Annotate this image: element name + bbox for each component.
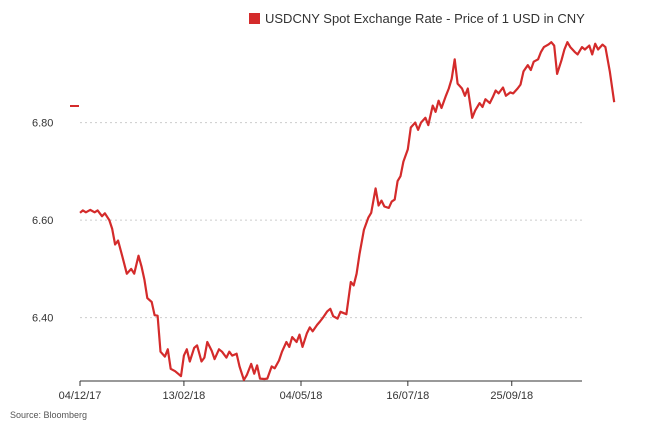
x-tick-label: 04/05/18 — [280, 390, 323, 402]
x-tick-label: 13/02/18 — [162, 390, 205, 402]
x-tick-label: 16/07/18 — [386, 390, 429, 402]
legend-label: USDCNY Spot Exchange Rate - Price of 1 U… — [265, 11, 585, 26]
y-tick-label: 6.40 — [32, 313, 53, 325]
source-note: Source: Bloomberg — [10, 410, 87, 420]
x-axis-ticks: 04/12/17 13/02/18 04/05/18 16/07/18 25/09/18 — [59, 381, 533, 402]
x-tick-label: 25/09/18 — [490, 390, 533, 402]
legend-swatch — [249, 13, 260, 24]
series-line-usdcny — [79, 41, 616, 382]
legend: USDCNY Spot Exchange Rate - Price of 1 U… — [249, 11, 585, 26]
y-tick-label: 6.60 — [32, 215, 53, 227]
y-tick-label: 6.80 — [32, 118, 53, 130]
gridlines — [80, 122, 582, 319]
y-axis-ticks: 6.40 6.60 6.80 — [32, 118, 53, 325]
x-tick-label: 04/12/17 — [59, 390, 102, 402]
